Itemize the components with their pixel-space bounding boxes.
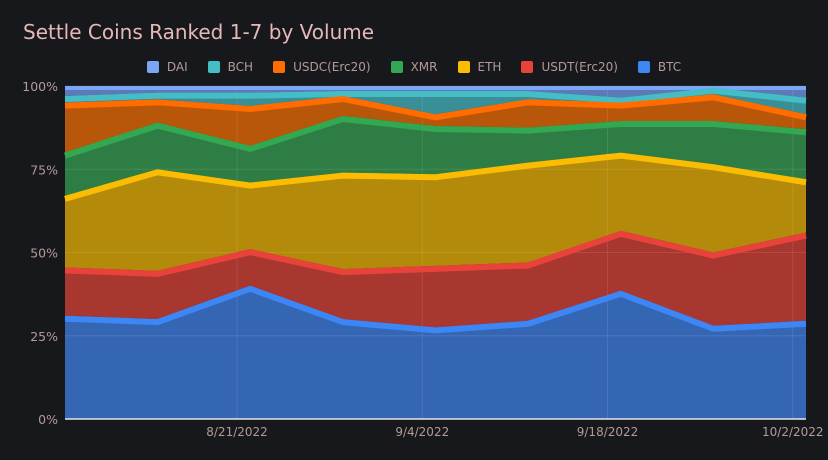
legend-item-eth[interactable]: ETH: [457, 60, 502, 74]
legend-item-usdc-erc20[interactable]: USDC(Erc20): [273, 60, 371, 74]
legend-swatch: [390, 61, 403, 73]
legend-label: USDC(Erc20): [293, 60, 371, 74]
y-tick-label: 0%: [38, 412, 58, 427]
legend-item-xmr[interactable]: XMR: [390, 60, 438, 74]
line-usdt-erc20: [64, 230, 807, 277]
y-axis: 0% 25% 50% 75% 100%: [22, 79, 58, 427]
legend-item-bch[interactable]: BCH: [207, 60, 254, 74]
y-tick-label: 25%: [30, 329, 58, 344]
legend-label: XMR: [410, 60, 438, 74]
legend-swatch: [273, 61, 286, 73]
y-tick-label: 50%: [30, 246, 58, 261]
x-tick-label: 8/21/2022: [206, 425, 268, 439]
x-tick-label: 9/18/2022: [577, 425, 639, 439]
line-btc: [64, 285, 807, 334]
line-eth: [64, 152, 807, 202]
legend-swatch: [457, 61, 470, 73]
legend-label: BTC: [657, 60, 682, 74]
legend-swatch: [521, 61, 534, 73]
line-xmr: [64, 115, 807, 159]
y-tick-label: 75%: [30, 162, 58, 177]
legend-item-dai[interactable]: DAI: [146, 60, 188, 74]
legend-swatch: [207, 61, 220, 73]
x-tick-label: 9/4/2022: [395, 425, 449, 439]
legend-label: USDT(Erc20): [541, 60, 618, 74]
legend-label: BCH: [227, 60, 254, 74]
legend: DAI BCH USDC(Erc20) XMR ETH USDT(Erc20) BTC: [0, 60, 828, 74]
area-xmr: [65, 115, 806, 196]
line-usdc-erc20: [64, 94, 807, 121]
legend-label: ETH: [477, 60, 502, 74]
legend-swatch: [146, 61, 159, 73]
line-bch: [64, 87, 807, 104]
legend-item-btc[interactable]: BTC: [637, 60, 682, 74]
area-btc: [65, 285, 806, 419]
y-tick-label: 100%: [22, 79, 58, 94]
legend-swatch: [637, 61, 650, 73]
legend-label: DAI: [166, 60, 188, 74]
x-tick-label: 10/2/2022: [762, 425, 824, 439]
chart-title: Settle Coins Ranked 1-7 by Volume: [23, 20, 375, 44]
x-axis: 8/21/2022 9/4/2022 9/18/2022 10/2/2022: [206, 425, 823, 439]
lines-layer: [64, 86, 807, 420]
area-eth: [65, 152, 806, 271]
legend-item-usdt-erc20[interactable]: USDT(Erc20): [521, 60, 618, 74]
